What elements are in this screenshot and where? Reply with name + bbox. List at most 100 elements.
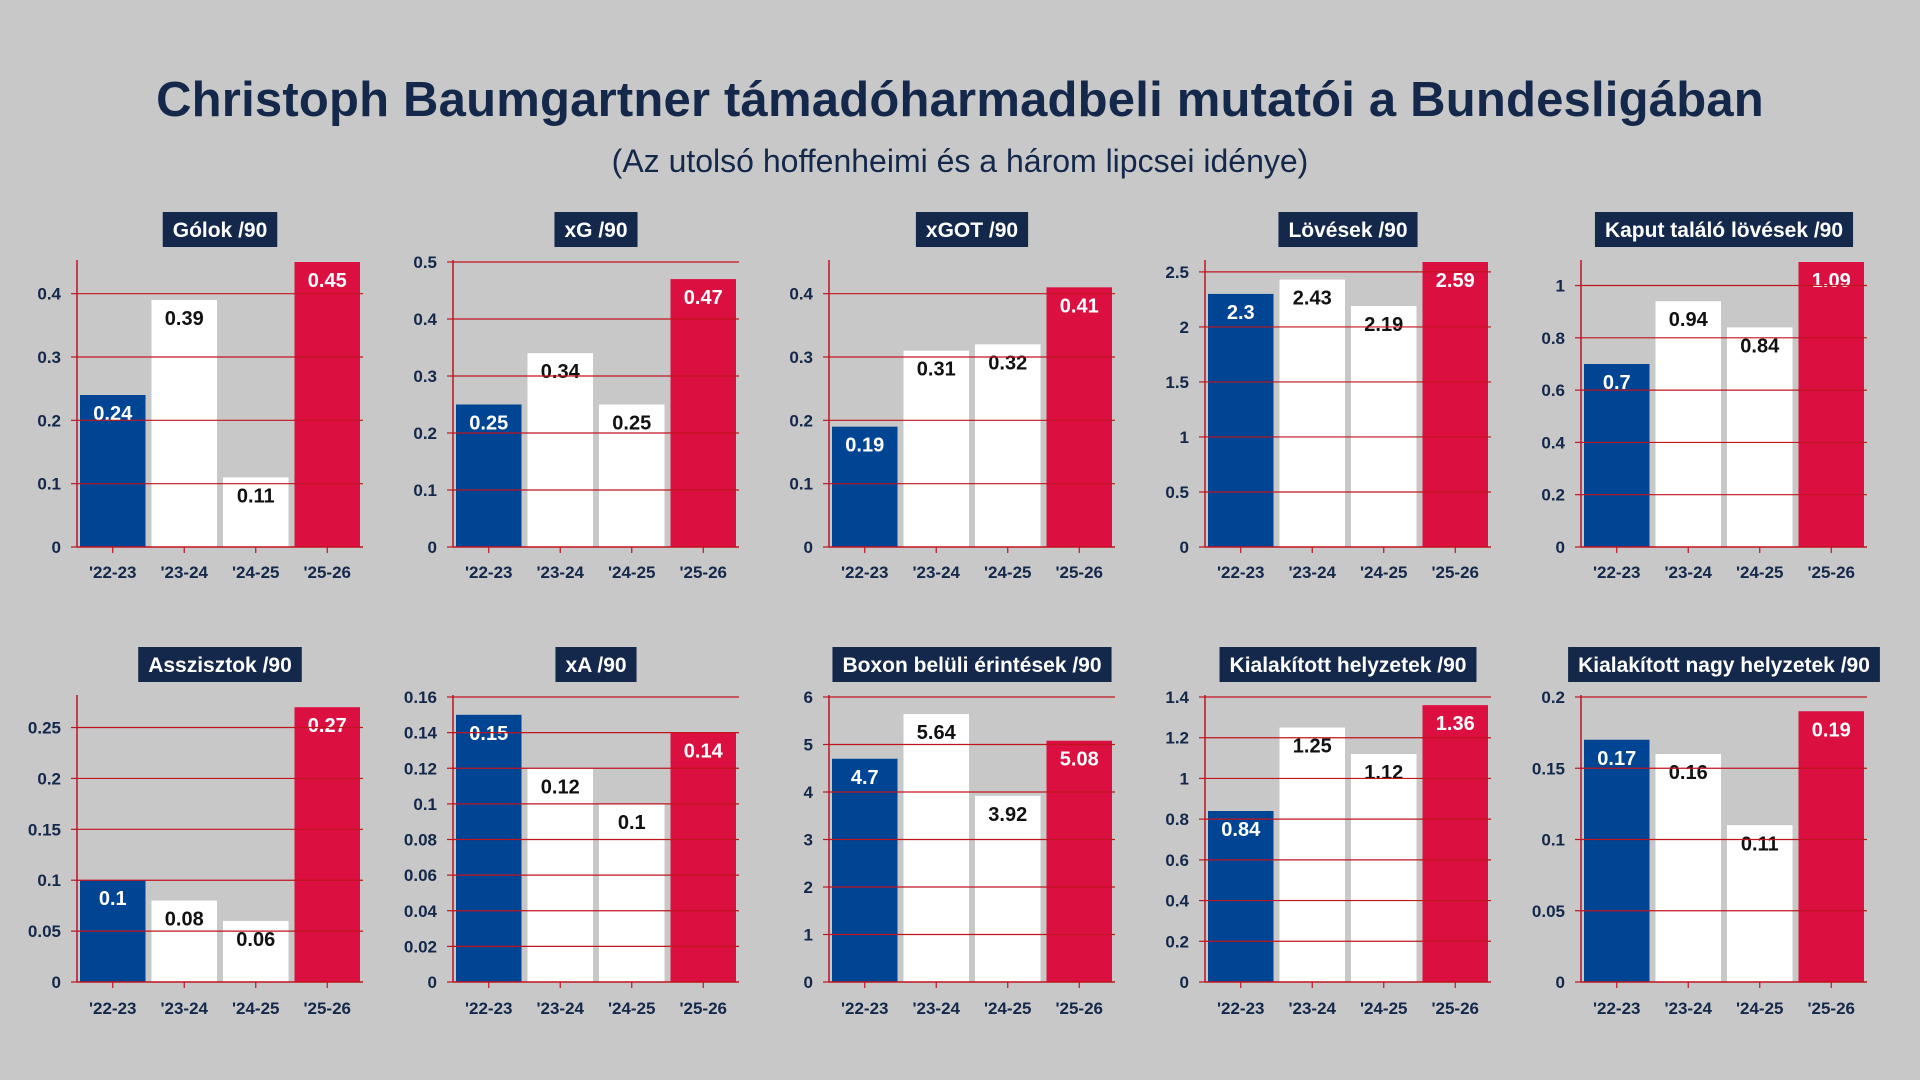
chart-title-background — [915, 212, 1029, 247]
bar-value-label: 1.25 — [1293, 736, 1332, 758]
bar-value-label: 1.12 — [1364, 762, 1403, 784]
x-tick-label: '23-24 — [1664, 563, 1712, 582]
chart-title-background — [1278, 212, 1418, 247]
chart-title: Boxon belüli érintések /90 — [842, 654, 1101, 677]
bar-value-label: 2.59 — [1436, 270, 1475, 292]
y-tick-label: 0.4 — [413, 310, 437, 329]
chart-title-badge: Boxon belüli érintések /90 — [832, 647, 1112, 682]
x-tick-label: '22-23 — [89, 563, 137, 582]
y-tick-label: 0.1 — [789, 475, 813, 494]
bar — [1046, 740, 1112, 982]
bar-value-label: 0.25 — [469, 413, 508, 435]
bar-value-label: 0.94 — [1669, 309, 1709, 331]
x-tick-label: '23-24 — [160, 999, 208, 1018]
chart-panel: Gólok /90 0.24 0.39 0.11 0.45 0 0.1 0.2 0.3 0.4 '2… — [37, 212, 363, 582]
bar — [1798, 711, 1864, 982]
x-tick-label: '24-25 — [984, 563, 1032, 582]
y-tick-label: 0.1 — [1541, 831, 1565, 850]
y-tick-label: 0.2 — [413, 424, 437, 443]
y-tick-label: 0 — [428, 538, 437, 557]
bar — [294, 707, 360, 982]
y-tick-label: 0.6 — [1165, 851, 1189, 870]
bar — [151, 300, 217, 547]
x-tick-label: '23-24 — [536, 999, 584, 1018]
x-tick-label: '23-24 — [1288, 563, 1336, 582]
x-tick-label: '24-25 — [1360, 999, 1408, 1018]
y-tick-label: 1 — [1556, 277, 1565, 296]
chart-title: Kialakított nagy helyzetek /90 — [1578, 654, 1870, 677]
y-tick-label: 0.6 — [1541, 381, 1565, 400]
chart-title-badge: Asszisztok /90 — [138, 647, 302, 682]
y-tick-label: 0 — [52, 538, 61, 557]
bar — [1351, 306, 1417, 547]
chart-title-background — [832, 647, 1112, 682]
chart-title-badge: Lövések /90 — [1278, 212, 1418, 247]
x-tick-label: '23-24 — [912, 563, 960, 582]
y-tick-label: 0.2 — [1541, 688, 1565, 707]
chart-title-badge: Gólok /90 — [162, 212, 278, 247]
bar — [1584, 363, 1650, 547]
bar-value-label: 0.47 — [684, 287, 723, 309]
chart-panel: Kaput találó lövések /90 0.7 0.94 0.84 1.09 0… — [1541, 212, 1867, 582]
y-tick-label: 0.8 — [1541, 329, 1565, 348]
x-tick-label: '25-26 — [303, 563, 351, 582]
bar-value-label: 0.19 — [1812, 719, 1851, 741]
y-tick-label: 5 — [804, 736, 813, 755]
bar — [456, 404, 522, 547]
y-tick-label: 1.5 — [1165, 373, 1189, 392]
y-tick-label: 0 — [52, 973, 61, 992]
bar-value-label: 0.39 — [165, 308, 204, 330]
y-tick-label: 2 — [1180, 318, 1189, 337]
chart-title-badge: Kialakított nagy helyzetek /90 — [1568, 647, 1880, 682]
chart-title: xGOT /90 — [926, 219, 1018, 242]
bar — [1655, 754, 1721, 982]
bar — [527, 353, 593, 547]
y-tick-label: 1.2 — [1165, 729, 1189, 748]
bar-value-label: 0.32 — [988, 352, 1027, 374]
bar — [599, 803, 665, 982]
chart-title-background — [555, 647, 637, 682]
x-tick-label: '24-25 — [608, 999, 656, 1018]
x-tick-label: '23-24 — [912, 999, 960, 1018]
x-tick-label: '25-26 — [679, 563, 727, 582]
bar — [1584, 739, 1650, 982]
x-tick-label: '25-26 — [1807, 563, 1855, 582]
x-tick-label: '24-25 — [232, 563, 280, 582]
bar-value-label: 0.45 — [308, 270, 347, 292]
chart-title: xG /90 — [564, 219, 627, 242]
chart-panel: Kialakított nagy helyzetek /90 0.17 0.16 0.… — [1532, 647, 1880, 1018]
y-tick-label: 4 — [804, 783, 814, 802]
y-tick-label: 0.2 — [1541, 486, 1565, 505]
chart-panel: Lövések /90 2.3 2.43 2.19 2.59 0 0.5 1 1.5 2 2.5 '2… — [1165, 212, 1491, 582]
y-tick-label: 0 — [804, 538, 813, 557]
bar-value-label: 0.41 — [1060, 295, 1099, 317]
bar-value-label: 0.84 — [1740, 335, 1780, 357]
bar — [599, 404, 665, 547]
chart-title-background — [162, 212, 278, 247]
chart-title-background — [1594, 212, 1854, 247]
bar — [1279, 279, 1345, 547]
page-title: Christoph Baumgartner támadóharmadbeli m… — [156, 73, 1764, 127]
y-tick-label: 0 — [1556, 538, 1565, 557]
x-tick-label: '25-26 — [1055, 563, 1103, 582]
bar — [903, 350, 969, 547]
chart-title-background — [138, 647, 302, 682]
x-tick-label: '22-23 — [89, 999, 137, 1018]
x-tick-label: '24-25 — [1360, 563, 1408, 582]
y-tick-label: 0.15 — [28, 820, 61, 839]
bar — [1727, 825, 1793, 982]
chart-panel: Asszisztok /90 0.1 0.08 0.06 0.27 0 0.05 0.1 0.1… — [28, 647, 363, 1018]
bar — [903, 714, 969, 982]
x-tick-label: '22-23 — [1593, 999, 1641, 1018]
bar-value-label: 1.09 — [1812, 270, 1851, 292]
y-tick-label: 2 — [804, 878, 813, 897]
bar — [670, 732, 736, 982]
chart-title-badge: xGOT /90 — [915, 212, 1029, 247]
y-tick-label: 0.25 — [28, 719, 61, 738]
y-tick-label: 0.4 — [37, 285, 61, 304]
x-tick-label: '22-23 — [841, 563, 889, 582]
bar — [1208, 811, 1274, 982]
x-tick-label: '24-25 — [984, 999, 1032, 1018]
x-tick-label: '24-25 — [608, 563, 656, 582]
bar-value-label: 4.7 — [851, 767, 879, 789]
